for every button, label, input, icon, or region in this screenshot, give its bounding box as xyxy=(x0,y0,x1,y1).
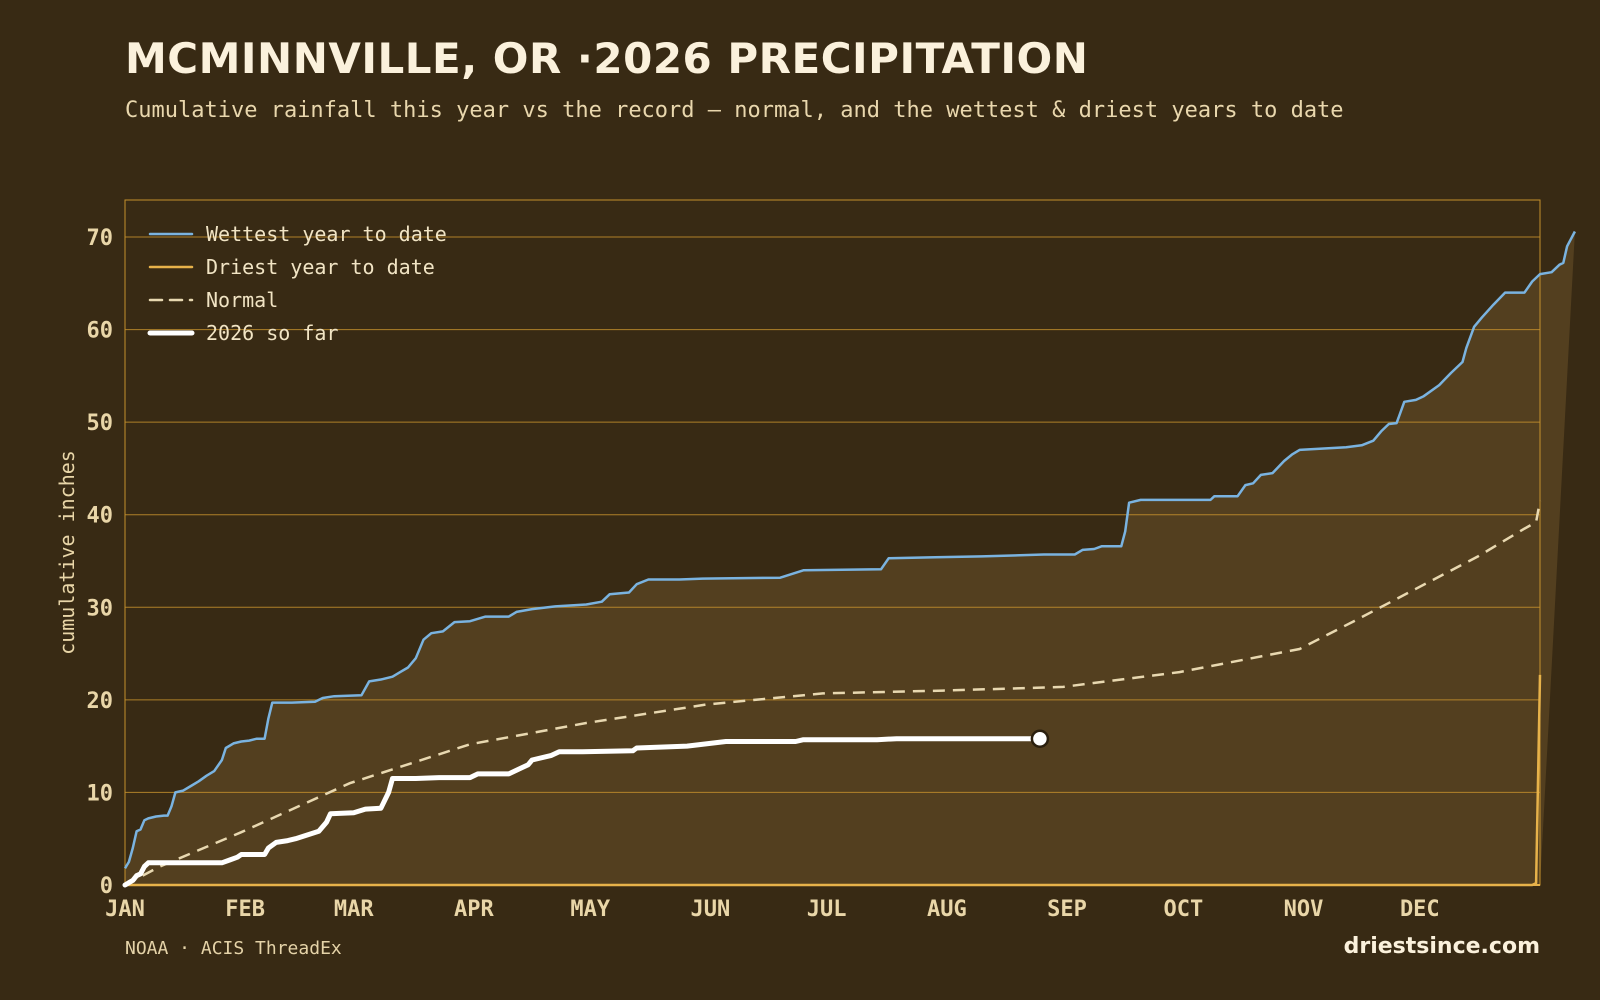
site-brand[interactable]: driestsince.com xyxy=(1343,934,1540,959)
x-tick-label: MAR xyxy=(334,897,374,922)
current-year-series-line xyxy=(122,736,1043,888)
x-tick-label: OCT xyxy=(1163,897,1203,922)
legend-entry: Wettest year to date xyxy=(206,222,447,246)
data-source-credit: NOAA · ACIS ThreadEx xyxy=(125,938,342,959)
x-tick-label: SEP xyxy=(1047,897,1087,922)
legend-entry: Driest year to date xyxy=(206,255,435,279)
x-tick-label: FEB xyxy=(225,897,265,922)
legend-entry: 2026 so far xyxy=(206,321,338,345)
y-axis-label: cumulative inches xyxy=(55,450,79,655)
y-tick-label: 40 xyxy=(87,504,114,529)
y-tick-label: 50 xyxy=(87,411,114,436)
wettest-series-line xyxy=(123,230,1577,869)
wettest-driest-band xyxy=(125,231,1575,885)
x-tick-label: DEC xyxy=(1400,897,1440,922)
y-tick-label: 10 xyxy=(87,781,114,806)
normal-series-line xyxy=(124,500,1542,887)
x-tick-label: NOV xyxy=(1284,897,1324,922)
x-tick-label: JUL xyxy=(807,897,847,922)
y-tick-label: 70 xyxy=(87,226,114,251)
x-tick-label: MAY xyxy=(570,897,610,922)
current-year-end-marker xyxy=(1030,729,1050,748)
y-tick-label: 20 xyxy=(87,689,114,714)
y-tick-label: 60 xyxy=(87,319,114,344)
chart-title: MCMINNVILLE, OR ·2026 PRECIPITATION xyxy=(125,34,1089,83)
y-tick-label: 0 xyxy=(100,874,113,899)
x-tick-label: JAN xyxy=(105,897,145,922)
x-tick-label: AUG xyxy=(927,897,967,922)
y-tick-label: 30 xyxy=(87,596,114,621)
x-tick-label: APR xyxy=(454,897,494,922)
x-tick-label: JUN xyxy=(691,897,731,922)
legend-entry: Normal xyxy=(206,288,278,312)
chart-subtitle: Cumulative rainfall this year vs the rec… xyxy=(125,98,1344,123)
driest-series-line xyxy=(125,674,1542,887)
